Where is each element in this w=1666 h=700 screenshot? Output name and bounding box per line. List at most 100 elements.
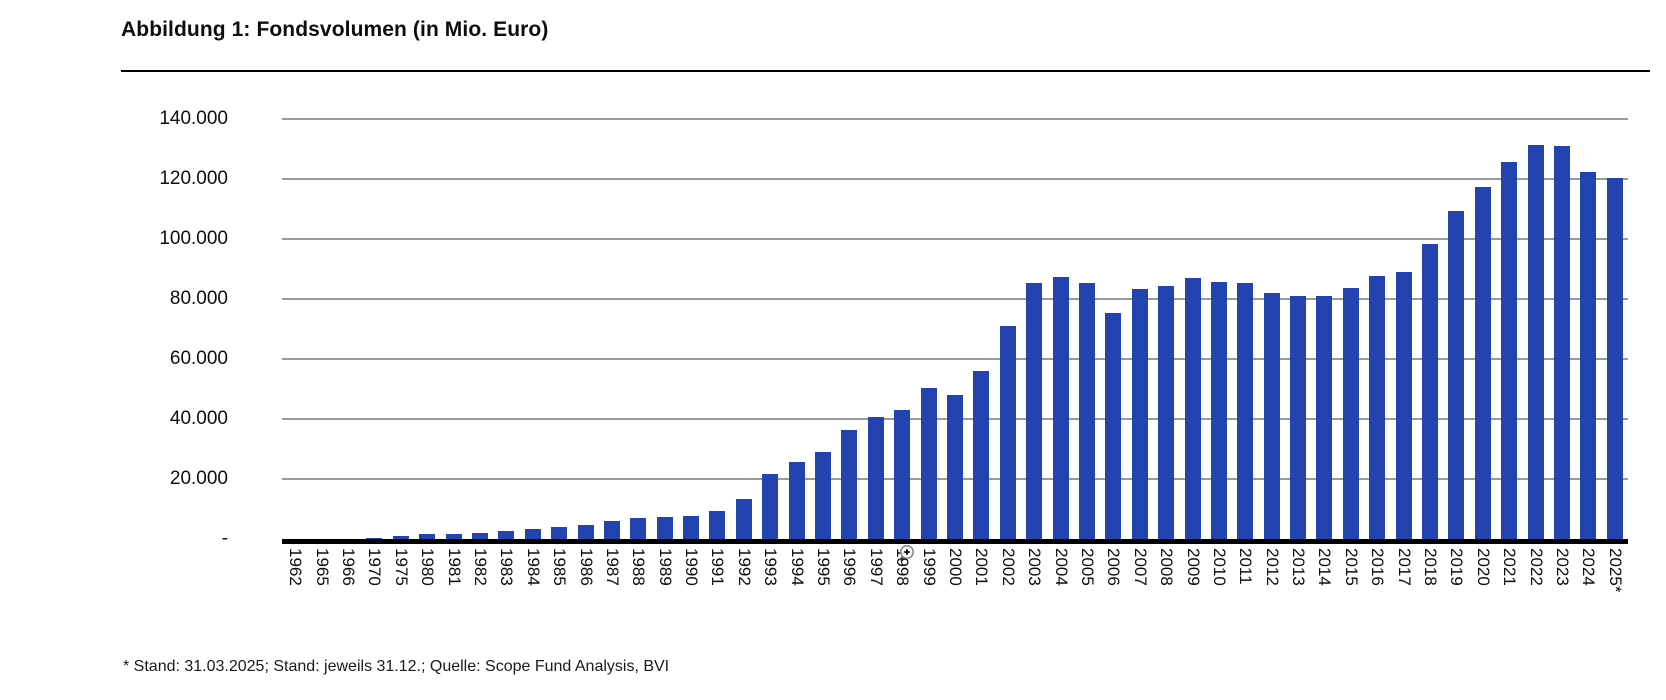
x-tick-label-2022: 2022 — [1526, 548, 1546, 586]
x-tick-label-2001: 2001 — [972, 548, 992, 586]
x-tick-label-1981: 1981 — [444, 548, 464, 586]
bar-1990 — [683, 515, 700, 539]
bar-2006 — [1105, 312, 1122, 539]
bar-2014 — [1316, 295, 1333, 539]
x-tick-label-1994: 1994 — [787, 548, 807, 586]
x-tick-label-2014: 2014 — [1315, 548, 1335, 586]
bar-2007 — [1131, 288, 1148, 539]
bar-2000 — [947, 395, 963, 539]
bar-1982 — [471, 532, 488, 539]
y-tick-label: 100.000 — [159, 228, 228, 249]
bar-1998 — [894, 410, 911, 539]
bar-1999 — [920, 387, 937, 539]
x-tick-label-1988: 1988 — [629, 548, 649, 586]
y-tick-label: 80.000 — [169, 288, 228, 309]
x-tick-label-2023: 2023 — [1553, 548, 1573, 586]
bar-1988 — [630, 518, 647, 539]
x-tick-label-1997: 1997 — [866, 548, 886, 586]
x-tick-label-2024: 2024 — [1579, 548, 1599, 586]
x-tick-label-1982: 1982 — [470, 548, 490, 586]
bar-2003 — [1026, 282, 1043, 539]
x-tick-label-1999: 1999 — [919, 548, 939, 586]
bar-2020 — [1474, 186, 1491, 539]
x-tick-label-2008: 2008 — [1157, 548, 1177, 586]
bar-1993 — [762, 474, 779, 539]
bar-2018 — [1422, 244, 1439, 539]
x-tick-label-2005: 2005 — [1077, 548, 1097, 586]
bar-2017 — [1395, 271, 1412, 539]
gridline-100.000 — [282, 238, 1628, 240]
bar-2025 — [1606, 178, 1623, 539]
bar-1985 — [551, 527, 568, 539]
x-tick-label-2017: 2017 — [1394, 548, 1414, 586]
bar-1986 — [577, 524, 594, 539]
bar-1992 — [735, 499, 752, 539]
y-tick-label: 40.000 — [169, 408, 228, 429]
bar-1995 — [815, 452, 832, 539]
gridline-60.000 — [282, 358, 1628, 360]
bar-1989 — [656, 517, 673, 539]
x-tick-label-2018: 2018 — [1421, 548, 1441, 586]
x-tick-label-1985: 1985 — [550, 548, 570, 586]
x-tick-label-1966: 1966 — [338, 548, 358, 586]
bar-1996 — [841, 429, 858, 539]
bar-2012 — [1263, 292, 1280, 539]
x-tick-label-2016: 2016 — [1368, 548, 1388, 586]
x-tick-label-1986: 1986 — [576, 548, 596, 586]
x-tick-label-1995: 1995 — [814, 548, 834, 586]
bar-1983 — [498, 530, 515, 539]
x-tick-label-2007: 2007 — [1130, 548, 1150, 586]
footnote: * Stand: 31.03.2025; Stand: jeweils 31.1… — [123, 658, 670, 675]
figure-title: Abbildung 1: Fondsvolumen (in Mio. Euro) — [121, 18, 549, 41]
x-tick-label-2013: 2013 — [1289, 548, 1309, 586]
y-tick-label: 140.000 — [159, 108, 228, 129]
x-tick-label-1983: 1983 — [497, 548, 517, 586]
bar-1991 — [709, 511, 726, 539]
bar-2008 — [1158, 286, 1175, 539]
y-tick-label: 20.000 — [169, 468, 228, 489]
bar-1981 — [445, 533, 462, 539]
bar-1987 — [603, 521, 620, 539]
title-divider — [121, 70, 1650, 72]
x-axis-line — [282, 539, 1628, 544]
x-tick-label-1962: 1962 — [286, 548, 306, 586]
bar-1997 — [867, 416, 884, 539]
x-tick-label-1992: 1992 — [734, 548, 754, 586]
x-tick-label-1996: 1996 — [840, 548, 860, 586]
gridline-80.000 — [282, 298, 1628, 300]
x-tick-label-1987: 1987 — [602, 548, 622, 586]
bar-2002 — [999, 326, 1016, 539]
x-tick-label-2012: 2012 — [1262, 548, 1282, 586]
y-tick-label: - — [221, 528, 228, 549]
fondsvolumen-bar-chart: - 20.000 40.000 60.000 80.000 100.000 120.000 1… — [159, 108, 1628, 593]
y-tick-label: 60.000 — [169, 348, 228, 369]
x-tick-label-1980: 1980 — [418, 548, 438, 586]
bar-2021 — [1501, 162, 1518, 539]
bar-2019 — [1448, 211, 1465, 539]
x-tick-label-2006: 2006 — [1104, 548, 1124, 586]
x-tick-label-2009: 2009 — [1183, 548, 1203, 586]
y-tick-label: 120.000 — [159, 168, 228, 189]
x-tick-label-2019: 2019 — [1447, 548, 1467, 586]
x-tick-label-2003: 2003 — [1025, 548, 1045, 586]
x-tick-label-2025: 2025* — [1605, 548, 1625, 593]
bar-2011 — [1237, 282, 1254, 539]
bar-2004 — [1052, 276, 1069, 539]
bar-2024 — [1580, 171, 1597, 539]
x-tick-label-1993: 1993 — [761, 548, 781, 586]
bar-1980 — [419, 534, 436, 539]
bar-2005 — [1078, 283, 1095, 539]
gridline-120.000 — [282, 178, 1628, 180]
bar-1994 — [788, 462, 805, 539]
bar-2009 — [1184, 277, 1201, 539]
bar-2016 — [1369, 275, 1386, 539]
x-tick-label-1991: 1991 — [708, 548, 728, 586]
bar-2010 — [1210, 281, 1227, 539]
bar-1984 — [524, 529, 541, 539]
bar-2023 — [1554, 146, 1571, 539]
x-tick-label-1970: 1970 — [365, 548, 385, 586]
x-tick-label-2002: 2002 — [998, 548, 1018, 586]
bar-2022 — [1527, 145, 1544, 539]
x-tick-label-1975: 1975 — [391, 548, 411, 586]
x-tick-label-1984: 1984 — [523, 548, 543, 586]
